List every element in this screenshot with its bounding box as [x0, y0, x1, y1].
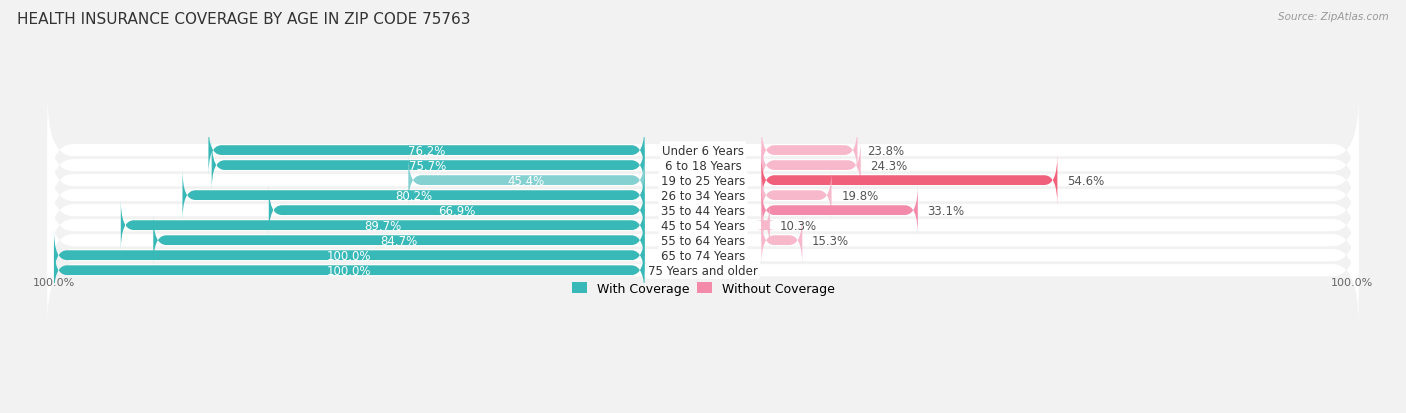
FancyBboxPatch shape — [762, 171, 831, 221]
FancyBboxPatch shape — [183, 171, 644, 221]
Text: 23.8%: 23.8% — [868, 144, 904, 157]
Text: 33.1%: 33.1% — [928, 204, 965, 217]
Text: 65 to 74 Years: 65 to 74 Years — [661, 249, 745, 262]
Text: 100.0%: 100.0% — [32, 277, 75, 287]
FancyBboxPatch shape — [48, 127, 1358, 235]
FancyBboxPatch shape — [212, 140, 644, 191]
FancyBboxPatch shape — [48, 202, 1358, 309]
Text: 45 to 54 Years: 45 to 54 Years — [661, 219, 745, 232]
FancyBboxPatch shape — [408, 156, 644, 206]
Text: 100.0%: 100.0% — [328, 264, 371, 277]
FancyBboxPatch shape — [121, 201, 644, 251]
Text: 75.7%: 75.7% — [409, 159, 447, 172]
Text: 0.0%: 0.0% — [713, 264, 742, 277]
FancyBboxPatch shape — [762, 185, 918, 236]
Text: 75 Years and older: 75 Years and older — [648, 264, 758, 277]
Text: 0.0%: 0.0% — [713, 249, 742, 262]
Text: 24.3%: 24.3% — [870, 159, 908, 172]
Text: Source: ZipAtlas.com: Source: ZipAtlas.com — [1278, 12, 1389, 22]
Text: 35 to 44 Years: 35 to 44 Years — [661, 204, 745, 217]
Text: HEALTH INSURANCE COVERAGE BY AGE IN ZIP CODE 75763: HEALTH INSURANCE COVERAGE BY AGE IN ZIP … — [17, 12, 471, 27]
Text: 100.0%: 100.0% — [328, 249, 371, 262]
FancyBboxPatch shape — [762, 216, 803, 266]
FancyBboxPatch shape — [48, 157, 1358, 264]
FancyBboxPatch shape — [153, 216, 644, 266]
Text: 54.6%: 54.6% — [1067, 174, 1104, 187]
Text: 19.8%: 19.8% — [841, 189, 879, 202]
Text: 45.4%: 45.4% — [508, 174, 546, 187]
Text: 15.3%: 15.3% — [813, 234, 849, 247]
FancyBboxPatch shape — [762, 126, 858, 176]
Text: 19 to 25 Years: 19 to 25 Years — [661, 174, 745, 187]
Text: Under 6 Years: Under 6 Years — [662, 144, 744, 157]
FancyBboxPatch shape — [48, 97, 1358, 204]
FancyBboxPatch shape — [53, 230, 644, 281]
Text: 89.7%: 89.7% — [364, 219, 401, 232]
FancyBboxPatch shape — [269, 185, 644, 236]
FancyBboxPatch shape — [48, 172, 1358, 280]
FancyBboxPatch shape — [53, 245, 644, 296]
Legend: With Coverage, Without Coverage: With Coverage, Without Coverage — [567, 277, 839, 300]
FancyBboxPatch shape — [48, 217, 1358, 324]
FancyBboxPatch shape — [48, 142, 1358, 249]
Text: 100.0%: 100.0% — [1331, 277, 1374, 287]
FancyBboxPatch shape — [762, 140, 860, 191]
FancyBboxPatch shape — [48, 187, 1358, 294]
Text: 10.3%: 10.3% — [779, 219, 817, 232]
Text: 76.2%: 76.2% — [408, 144, 446, 157]
Text: 80.2%: 80.2% — [395, 189, 432, 202]
FancyBboxPatch shape — [756, 201, 775, 251]
FancyBboxPatch shape — [208, 126, 644, 176]
FancyBboxPatch shape — [762, 156, 1057, 206]
FancyBboxPatch shape — [48, 112, 1358, 220]
Text: 6 to 18 Years: 6 to 18 Years — [665, 159, 741, 172]
Text: 26 to 34 Years: 26 to 34 Years — [661, 189, 745, 202]
Text: 84.7%: 84.7% — [380, 234, 418, 247]
Text: 66.9%: 66.9% — [439, 204, 475, 217]
Text: 55 to 64 Years: 55 to 64 Years — [661, 234, 745, 247]
